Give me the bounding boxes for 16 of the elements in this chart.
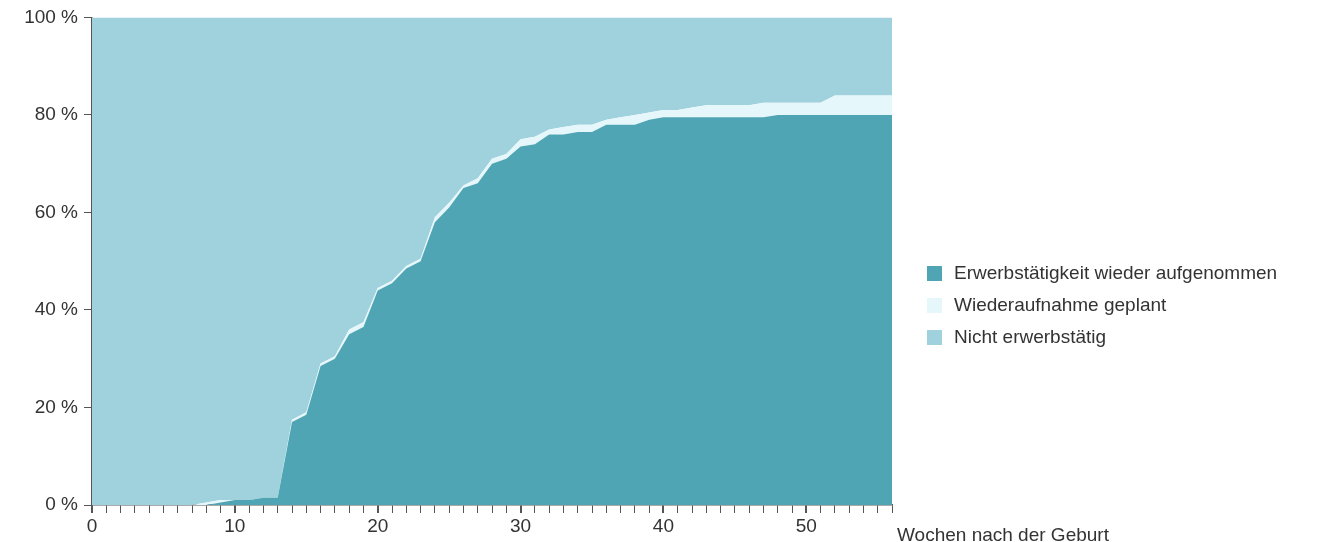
y-tick-label: 0 % <box>45 493 79 515</box>
y-tick-label: 80 % <box>34 103 79 125</box>
legend-label: Nicht erwerbstätig <box>954 326 1107 348</box>
x-tick-label: 50 <box>795 514 817 536</box>
x-tick-label: 40 <box>652 514 674 536</box>
x-tick-label: 20 <box>367 514 389 536</box>
y-tick-label: 20 % <box>34 395 79 417</box>
y-tick-label: 40 % <box>34 298 79 320</box>
x-tick-label: 30 <box>510 514 532 536</box>
x-tick-label: 10 <box>224 514 246 536</box>
legend-label: Erwerbstätigkeit wieder aufgenommen <box>954 262 1278 284</box>
x-tick-label: 0 <box>86 514 98 536</box>
x-axis-title: Wochen nach der Geburt <box>897 524 1109 542</box>
y-tick-label: 100 % <box>24 5 79 27</box>
legend-label: Wiederaufnahme geplant <box>954 294 1167 316</box>
y-tick-label: 60 % <box>34 200 79 222</box>
